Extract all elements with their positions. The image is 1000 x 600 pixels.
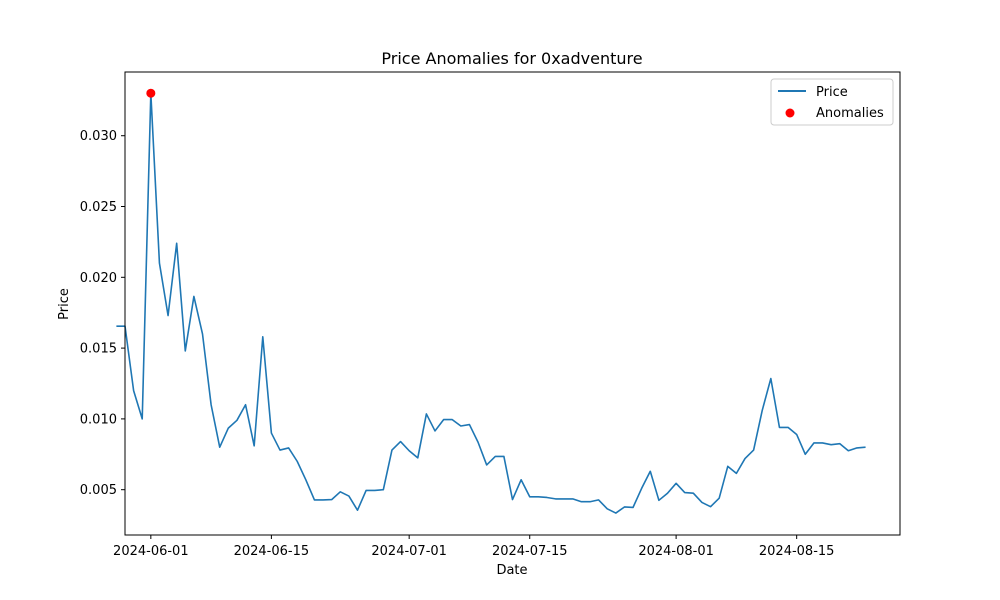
x-tick-label: 2024-08-15 <box>759 544 835 559</box>
anomaly-point <box>146 88 156 98</box>
x-tick-label: 2024-07-01 <box>371 544 447 559</box>
x-tick-label: 2024-06-15 <box>234 544 310 559</box>
y-axis-label: Price <box>57 288 72 320</box>
chart-title: Price Anomalies for 0xadventure <box>381 49 642 68</box>
price-series-line <box>116 92 866 514</box>
y-tick-label: 0.025 <box>80 200 117 215</box>
plot-frame <box>124 71 901 536</box>
x-tick-label: 2024-06-01 <box>113 544 189 559</box>
y-tick-label: 0.005 <box>80 483 117 498</box>
y-tick-label: 0.010 <box>80 412 117 427</box>
legend: Price Anomalies <box>770 78 894 126</box>
x-axis-label: Date <box>496 563 527 578</box>
x-tick-label: 2024-08-01 <box>638 544 714 559</box>
y-tick-label: 0.015 <box>80 342 117 357</box>
legend-price-label: Price <box>816 85 848 100</box>
plot-area <box>116 88 866 514</box>
legend-anomalies-label: Anomalies <box>816 106 884 121</box>
y-tick-label: 0.030 <box>80 129 117 144</box>
x-tick-label: 2024-07-15 <box>492 544 568 559</box>
y-tick-label: 0.020 <box>80 271 117 286</box>
legend-anomalies-swatch <box>785 108 795 118</box>
y-axis: 0.005 0.010 0.015 0.020 0.025 0.030 <box>80 129 125 498</box>
x-axis: 2024-06-01 2024-06-15 2024-07-01 2024-07-15… <box>113 535 834 559</box>
